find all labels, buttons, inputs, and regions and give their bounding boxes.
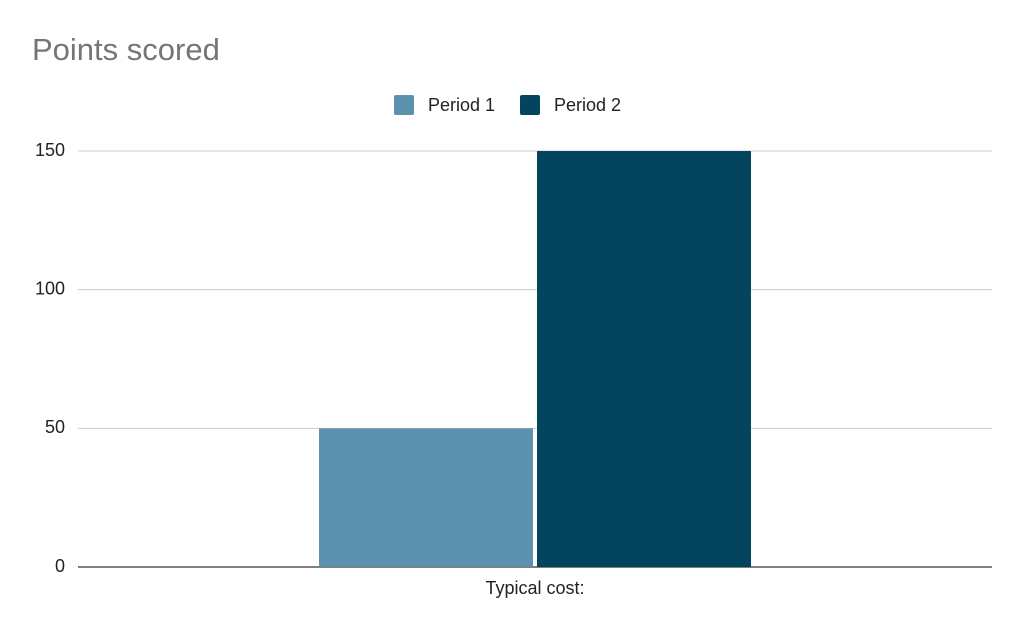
legend-swatch [520,95,540,115]
y-tick-label: 150 [35,140,65,160]
legend-swatch [394,95,414,115]
y-tick-label: 0 [55,556,65,576]
bar [537,151,751,567]
bar [319,428,533,567]
chart-title: Points scored [32,32,220,67]
x-tick-label: Typical cost: [485,578,584,598]
legend-label: Period 2 [554,95,621,115]
y-tick-label: 50 [45,417,65,437]
legend-label: Period 1 [428,95,495,115]
y-tick-label: 100 [35,278,65,298]
